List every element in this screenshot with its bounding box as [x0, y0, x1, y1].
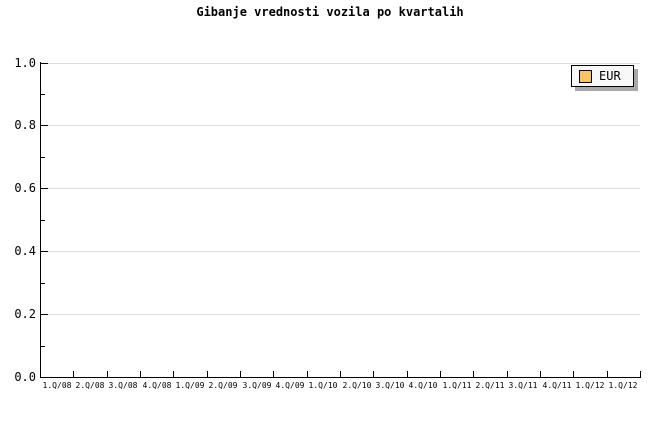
legend-series-label: EUR [599, 69, 621, 83]
y-tick-label: 1.0 [14, 56, 36, 70]
x-tick-label: 2.Q/08 [75, 381, 105, 390]
x-tick [440, 371, 441, 377]
y-minor-tick [41, 94, 45, 95]
legend-box: EUR [571, 65, 634, 87]
x-tick [240, 371, 241, 377]
x-tick [507, 371, 508, 377]
x-tick [173, 371, 174, 377]
y-tick-label: 0.2 [14, 307, 36, 321]
x-tick [473, 371, 474, 377]
x-tick [140, 371, 141, 377]
gridline [41, 188, 640, 189]
gridline [41, 125, 640, 126]
legend-series-swatch-icon [579, 69, 592, 83]
chart-title: Gibanje vrednosti vozila po kvartalih [196, 5, 464, 19]
gridline [41, 314, 640, 315]
y-minor-tick [41, 346, 45, 347]
y-tick-label: 0.0 [14, 370, 36, 384]
y-tick-label: 0.4 [14, 244, 36, 258]
x-tick-label: 1.Q/12 [575, 381, 605, 390]
y-axis-line [40, 62, 41, 377]
gridline [41, 63, 640, 64]
x-tick-label: 4.Q/10 [408, 381, 438, 390]
x-tick-label: 4.Q/11 [542, 381, 572, 390]
gridline [41, 251, 640, 252]
x-tick [107, 371, 108, 377]
x-tick-label: 1.Q/11 [442, 381, 472, 390]
x-tick-label: 3.Q/10 [375, 381, 405, 390]
x-tick-label: 1.Q/10 [308, 381, 338, 390]
x-tick-label: 1.Q/08 [42, 381, 72, 390]
x-axis-line [40, 377, 641, 378]
y-major-tick [41, 188, 48, 189]
y-major-tick [41, 63, 48, 64]
y-major-tick [41, 251, 48, 252]
x-tick-label: 3.Q/09 [242, 381, 272, 390]
y-tick-label: 0.8 [14, 118, 36, 132]
x-tick-label: 1.Q/12 [608, 381, 638, 390]
x-tick-label: 2.Q/11 [475, 381, 505, 390]
x-tick [640, 371, 641, 377]
x-tick-label: 2.Q/10 [342, 381, 372, 390]
y-minor-tick [41, 157, 45, 158]
x-tick [273, 371, 274, 377]
x-tick [607, 371, 608, 377]
x-tick [207, 371, 208, 377]
x-tick [340, 371, 341, 377]
x-tick [307, 371, 308, 377]
y-tick-label: 0.6 [14, 181, 36, 195]
x-tick [373, 371, 374, 377]
x-tick-label: 1.Q/09 [175, 381, 205, 390]
x-tick-label: 2.Q/09 [208, 381, 238, 390]
x-tick-label: 4.Q/08 [142, 381, 172, 390]
x-tick [573, 371, 574, 377]
y-major-tick [41, 125, 48, 126]
x-tick-label: 3.Q/11 [508, 381, 538, 390]
x-tick [540, 371, 541, 377]
x-tick-label: 3.Q/08 [108, 381, 138, 390]
x-tick [73, 371, 74, 377]
y-major-tick [41, 314, 48, 315]
x-tick [407, 371, 408, 377]
y-minor-tick [41, 283, 45, 284]
y-minor-tick [41, 220, 45, 221]
x-tick-label: 4.Q/09 [275, 381, 305, 390]
